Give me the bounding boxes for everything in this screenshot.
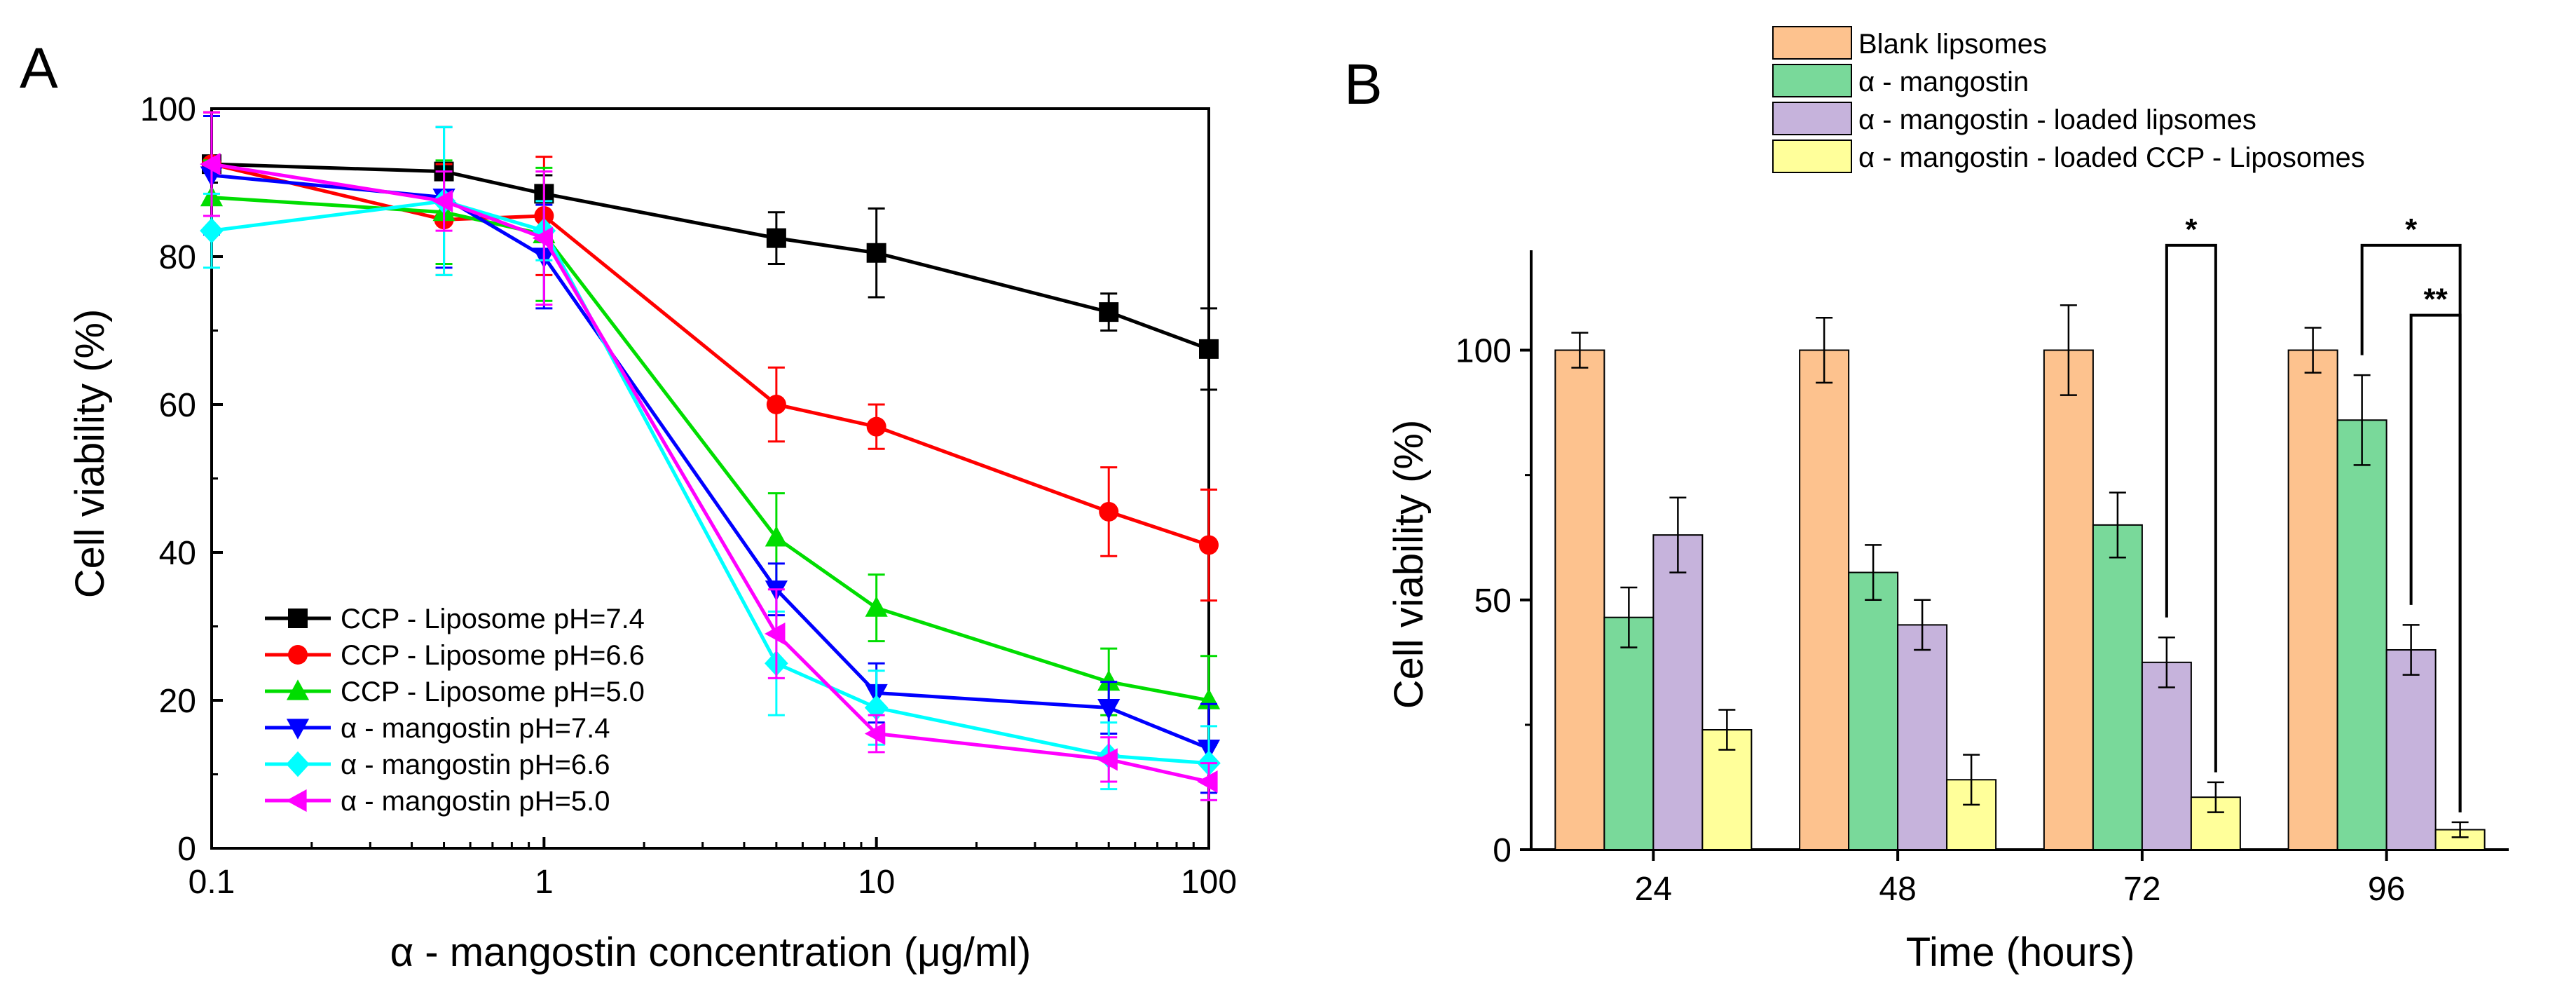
panel-a-series-line [211,162,1210,351]
panel-a-data-point [1099,302,1119,322]
panel-b-bar [1848,571,1899,850]
panel-a-y-tick-label: 20 [159,683,196,720]
panel-b-label: B [1344,53,1383,116]
panel-a-legend-marker [288,645,308,665]
panel-a-data-point [866,416,886,437]
panel-a-data-point [1097,748,1118,771]
panel-a-data-point [532,226,553,250]
panel-a-data-point [866,243,886,263]
panel-a-legend-label: α - mangostin pH=6.6 [341,749,610,780]
panel-a-data-point [865,596,888,617]
panel-a-data-point [765,526,788,547]
panel-a-legend-marker [286,719,310,740]
panel-a-x-axis-title: α - mangostin concentration (μg/ml) [390,930,1032,975]
panel-a-legend-label: CCP - Liposome pH=7.4 [341,604,645,634]
panel-b-bar [1603,616,1654,850]
panel-b-legend-label: Blank lipsomes [1858,29,2047,60]
panel-a-data-point [766,395,786,414]
panel-b-legend-swatch [1772,140,1852,173]
panel-a-y-axis-title: Cell viability (%) [67,309,113,599]
panel-a-legend-label: α - mangostin pH=7.4 [341,713,610,744]
panel-a-legend-label: α - mangostin pH=5.0 [341,786,610,817]
panel-b-x-tick-label: 48 [1879,871,1916,908]
panel-a-data-point [1199,339,1219,359]
panel-a-label: A [20,36,58,100]
panel-b-bar [1897,624,1948,850]
panel-a-legend-marker [286,789,307,813]
panel-b-legend-swatch [1772,64,1852,97]
panel-b-bar [2287,349,2338,850]
panel-a-legend-label: CCP - Liposome pH=6.6 [341,640,645,671]
panel-a-y-tick-label: 0 [177,831,196,868]
panel-a-data-point [864,722,886,745]
panel-b-x-tick-label: 96 [2368,871,2405,908]
panel-b-y-tick-label: 50 [1474,583,1512,620]
panel-a-y-tick-label: 60 [159,387,196,424]
panel-b-bar [2092,524,2143,850]
panel-b-y-axis-title: Cell viability (%) [1386,420,1432,709]
panel-b-legend-label: α - mangostin - loaded CCP - Liposomes [1858,142,2365,173]
panel-a-data-point [765,622,786,646]
panel-b-bar [2336,419,2387,850]
panel-b-significance-label: * [2405,212,2418,247]
panel-b-y-tick-label: 0 [1493,832,1512,869]
panel-b-bar [2043,349,2094,850]
panel-a-data-point [432,189,453,212]
panel-a-y-tick-label: 40 [159,535,196,572]
panel-b-legend-swatch [1772,102,1852,135]
panel-b-bar [2385,649,2437,850]
panel-b-significance-bracket [2165,243,2217,773]
panel-a-data-point [1097,698,1121,720]
panel-b-x-axis-title: Time (hours) [1906,930,2135,975]
panel-a-y-tick-label: 100 [140,91,196,128]
panel-b-legend-label: α - mangostin [1858,67,2029,97]
panel-b-significance-bracket [2409,313,2462,813]
panel-a-series-line [211,162,1210,547]
panel-a-legend-marker [288,609,308,628]
panel-a-data-point [200,217,224,244]
panel-a-x-tick-label: 1 [535,864,554,901]
panel-a-x-tick-label: 100 [1181,864,1237,901]
panel-b-legend-label: α - mangostin - loaded lipsomes [1858,104,2256,135]
panel-a-data-point [200,153,221,176]
panel-b-legend-swatch [1772,26,1852,60]
panel-b-bar [2141,661,2192,850]
panel-a-data-point [1097,669,1121,691]
panel-a-data-point [1199,535,1219,555]
panel-a-legend-marker [286,751,310,777]
panel-b-significance-label: ** [2424,283,2448,317]
panel-a-legend-marker [286,679,310,700]
panel-b-x-tick-label: 72 [2123,871,2160,908]
panel-a-data-point [1197,770,1218,794]
panel-b-bar [1652,534,1704,850]
panel-b-x-tick-label: 24 [1635,871,1672,908]
panel-a-data-point [1099,501,1119,522]
panel-b-y-tick-label: 100 [1455,333,1512,370]
panel-b-significance-label: * [2185,212,2198,247]
panel-a-y-tick-label: 80 [159,239,196,276]
panel-a-legend-label: CCP - Liposome pH=5.0 [341,677,645,707]
panel-a-x-tick-label: 0.1 [189,864,235,901]
panel-a-plot: 0 20 40 60 80 100 0.1 1 10 100 CCP - Liposome pH=7… [140,91,1237,901]
panel-a-data-point [766,228,786,248]
panel-b-bar [1554,349,1605,850]
panel-b-bar [1799,349,1850,850]
panel-a-x-tick-label: 10 [858,864,895,901]
